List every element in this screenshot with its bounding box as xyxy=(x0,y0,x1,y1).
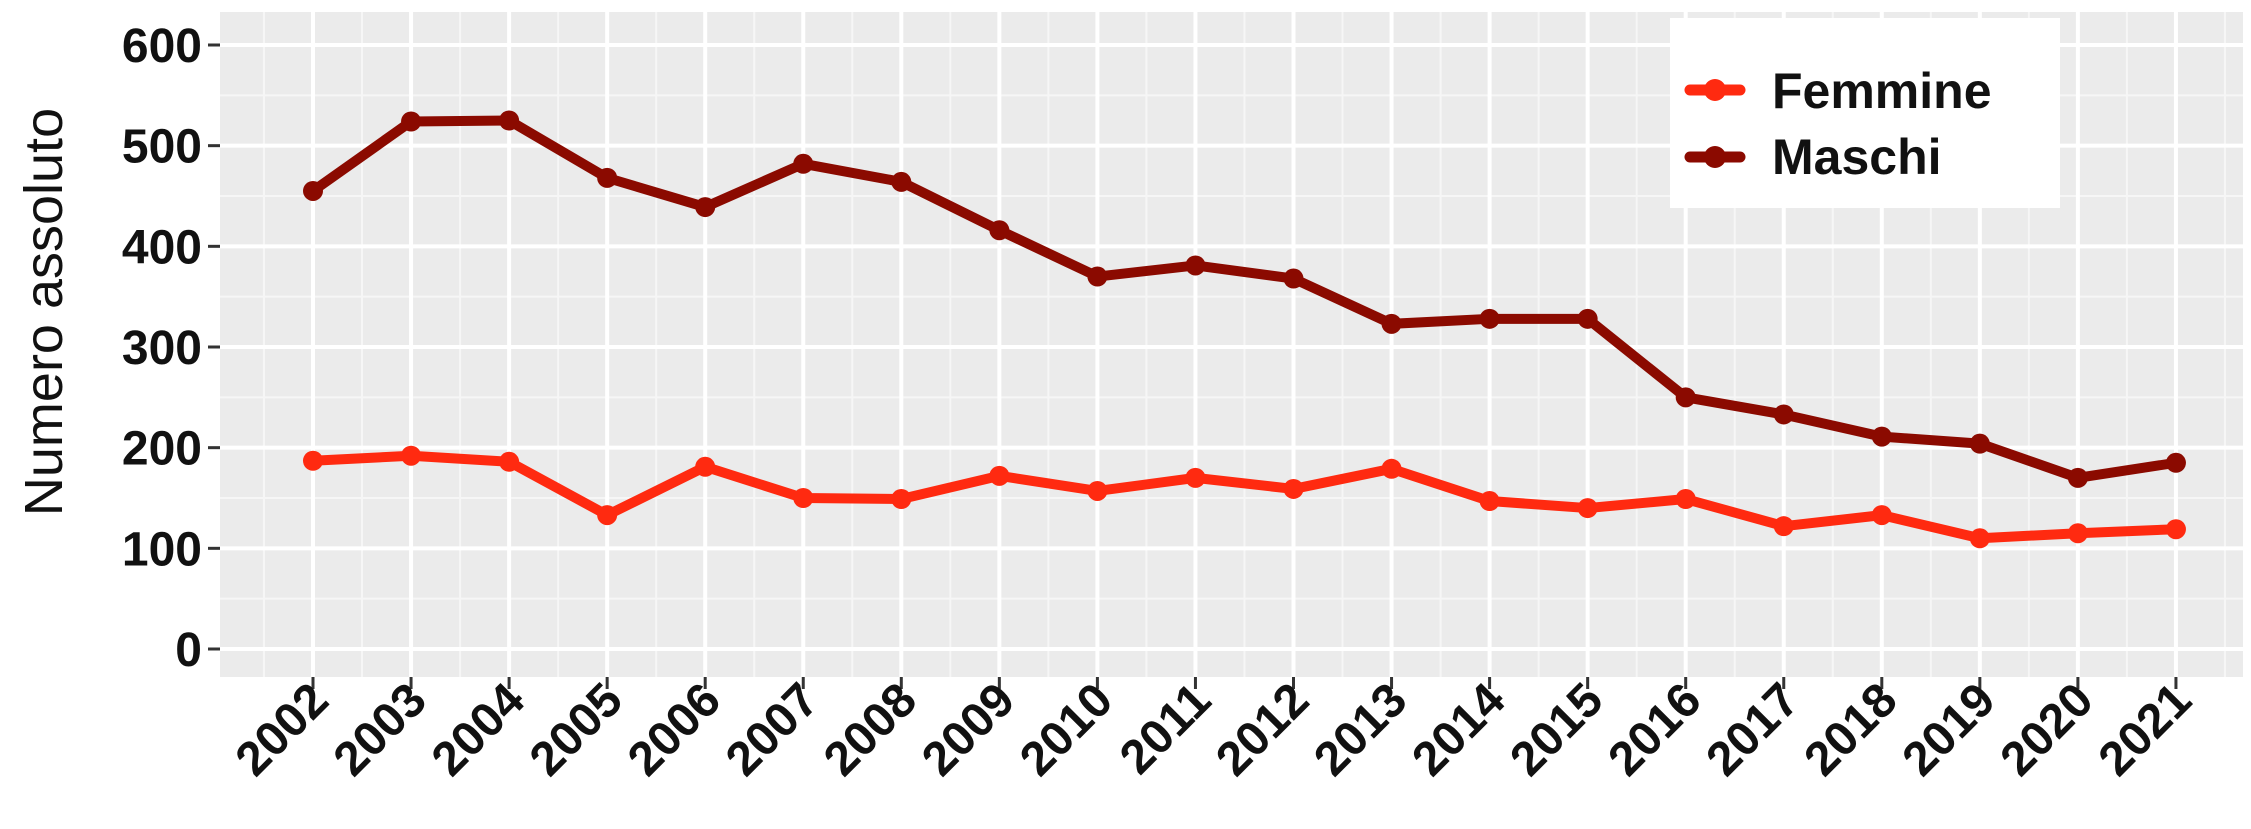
x-tick-label: 2018 xyxy=(1795,673,1908,786)
legend-background xyxy=(1670,18,2060,208)
data-point-femmine xyxy=(303,450,323,471)
x-tick-label: 2002 xyxy=(226,673,339,786)
data-point-maschi xyxy=(989,220,1010,241)
data-point-maschi xyxy=(891,171,912,192)
x-tick-label: 2021 xyxy=(2089,673,2202,786)
data-point-maschi xyxy=(1479,308,1500,329)
data-point-maschi xyxy=(1185,255,1206,276)
x-tick-label: 2017 xyxy=(1697,673,1810,786)
y-tick-label: 600 xyxy=(122,20,202,73)
data-point-femmine xyxy=(1381,458,1402,479)
legend-label-maschi: Maschi xyxy=(1772,129,1942,185)
x-tick-label: 2008 xyxy=(814,673,927,786)
data-point-maschi xyxy=(1087,266,1108,287)
data-point-femmine xyxy=(1283,478,1304,499)
y-tick-label: 300 xyxy=(122,322,202,375)
x-tick-label: 2012 xyxy=(1206,673,1319,786)
data-point-femmine xyxy=(1479,491,1500,512)
data-point-maschi xyxy=(499,110,520,131)
legend-key-femmine-point xyxy=(1704,79,1726,101)
y-tick-label: 0 xyxy=(175,624,202,677)
data-point-maschi xyxy=(1969,433,1990,454)
data-point-maschi xyxy=(1577,308,1598,329)
series-line-femmine xyxy=(308,450,2181,544)
x-tick-label: 2019 xyxy=(1893,673,2006,786)
x-tick-label: 2011 xyxy=(1110,673,1221,784)
data-point-maschi xyxy=(1381,313,1402,334)
x-tick-label: 2020 xyxy=(1991,673,2104,786)
data-point-maschi xyxy=(2165,452,2186,473)
x-tick-label: 2010 xyxy=(1010,673,1123,786)
data-point-femmine xyxy=(1871,505,1892,526)
x-tick-label: 2015 xyxy=(1500,673,1613,786)
data-point-femmine xyxy=(1969,528,1990,549)
data-point-femmine xyxy=(793,488,814,508)
y-tick-label: 100 xyxy=(122,523,202,576)
data-point-maschi xyxy=(1871,426,1892,447)
data-point-femmine xyxy=(1577,498,1598,519)
data-point-femmine xyxy=(1185,467,1206,488)
x-tick-label: 2003 xyxy=(324,673,437,786)
data-point-femmine xyxy=(891,489,912,510)
data-point-femmine xyxy=(2067,523,2088,544)
data-point-maschi xyxy=(793,153,814,174)
x-tick-label: 2009 xyxy=(912,673,1025,786)
data-point-femmine xyxy=(499,451,520,472)
legend: Femmine Maschi xyxy=(1670,18,2060,208)
legend-label-femmine: Femmine xyxy=(1772,63,1992,119)
x-tick-label: 2014 xyxy=(1402,673,1515,786)
data-point-femmine xyxy=(1675,489,1696,510)
data-point-femmine xyxy=(401,445,422,466)
data-point-maschi xyxy=(303,180,323,201)
y-tick-label: 500 xyxy=(122,121,202,174)
data-point-femmine xyxy=(2165,519,2186,540)
data-point-maschi xyxy=(1675,387,1696,408)
legend-key-maschi-point xyxy=(1704,146,1726,168)
data-point-maschi xyxy=(1283,268,1304,289)
data-point-maschi xyxy=(401,111,422,132)
data-point-femmine xyxy=(1087,480,1108,501)
data-point-femmine xyxy=(1773,516,1794,537)
data-point-femmine xyxy=(695,456,716,477)
data-point-maschi xyxy=(597,167,618,188)
x-tick-label: 2007 xyxy=(716,673,829,786)
x-tick-label: 2006 xyxy=(618,673,731,786)
x-tick-label: 2005 xyxy=(520,673,633,786)
data-point-femmine xyxy=(989,465,1010,486)
y-axis-title: Numero assoluto xyxy=(14,108,74,516)
series-line-maschi xyxy=(308,115,2181,483)
y-tick-label: 400 xyxy=(122,221,202,274)
data-point-femmine xyxy=(597,505,618,526)
x-tick-label: 2016 xyxy=(1598,673,1711,786)
data-point-maschi xyxy=(695,197,716,218)
y-tick-label: 200 xyxy=(122,423,202,476)
x-tick-label: 2004 xyxy=(422,673,535,786)
data-point-maschi xyxy=(2067,467,2088,488)
x-tick-label: 2013 xyxy=(1304,673,1417,786)
data-point-maschi xyxy=(1773,404,1794,425)
